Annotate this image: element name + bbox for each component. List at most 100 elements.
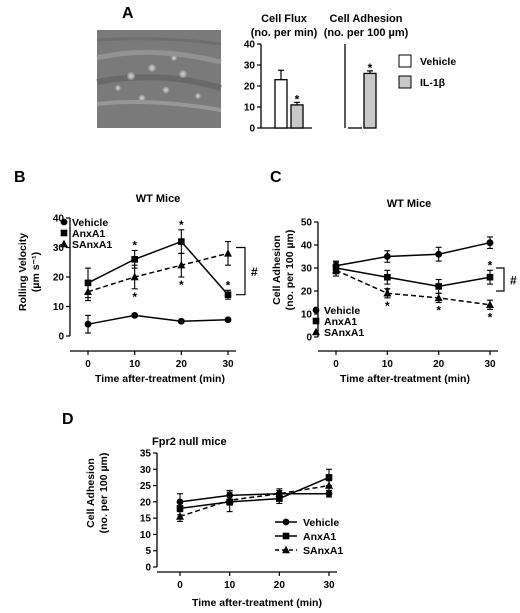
y-tick-label: 20 [140,497,152,508]
y-tick-label: 0 [145,563,151,574]
panel-b-title: WT Mice [136,193,181,205]
x-tick-label: 10 [382,359,394,370]
series-vehicle [176,488,333,511]
panel-b-ylabel-1: Rolling Velocity [17,233,29,311]
x-tick-label: 10 [129,359,141,370]
significance-star: * [368,61,373,75]
micrograph-image [96,30,222,128]
panel-c-ylabel-2: (no. per 100 µm) [284,230,296,311]
marker-triangle [332,266,340,274]
flux-title: Cell Flux [261,13,308,25]
significance-bracket [496,267,505,292]
marker-triangle [177,261,186,269]
marker-circle [177,317,185,325]
series-line-vehicle [87,314,229,325]
flux-subtitle: (no. per min) [251,27,318,39]
y-tick-label: 30 [140,465,152,476]
series-line-sanxa1 [179,484,330,518]
series-sanxa1: ** [84,241,232,304]
y-tick-label: 40 [301,241,313,252]
panel-a-flux-chart: Cell Flux (no. per min) 0 10 20 30 40 * [244,13,318,135]
panel-a-adhesion-chart: Cell Adhesion (no. per 100 µm) * [324,13,409,129]
marker-triangle [275,489,284,497]
legend-label-vehicle: Vehicle [72,217,108,229]
marker-square [176,505,184,512]
marker-square [60,229,68,237]
x-tick-label: 10 [224,580,236,591]
x-tick-label: 0 [85,359,91,370]
marker-triangle [224,249,232,257]
panel-d-title: Fpr2 null mice [152,436,227,448]
series-line-anxa1 [335,267,491,288]
marker-triangle [486,300,494,308]
panel-letter-d: D [62,411,74,428]
series-anxa1: * * * [84,218,232,300]
flux-plot: 0 10 20 30 40 * [244,40,312,135]
x-tick-label: 20 [274,580,286,591]
marker-circle [383,253,391,260]
significance-star: * [132,290,137,304]
x-tick-label: 30 [484,359,496,370]
series-sanxa1: * * * [332,263,494,324]
significance-star: * [488,310,493,324]
marker-square [435,283,442,290]
y-tick-label: 0 [58,332,64,343]
series-line-sanxa1 [335,269,491,306]
bar-y-tick-label: 20 [244,82,256,93]
series-sanxa1 [176,480,333,522]
y-tick-label: 15 [140,514,152,525]
legend-label-anxa1: AnxA1 [72,228,105,240]
panel-c-title: WT Mice [387,198,432,210]
marker-circle [131,311,139,319]
marker-triangle [383,289,392,297]
marker-triangle [60,239,68,248]
panel-d-plot: 0 5 10 15 20 25 30 35 0 10 20 30 Vehicle AnxA1 SAnxA1 [140,449,344,592]
marker-square [384,273,391,281]
significance-star: * [179,218,184,232]
y-tick-label: 30 [53,243,65,254]
y-tick-label: 20 [301,287,313,298]
panel-letter-a: A [122,5,134,22]
marker-square [325,474,333,481]
panel-d-chart: Fpr2 null mice Cell Adhesion (no. per 10… [85,436,343,609]
bar-y-tick-label: 10 [244,103,256,114]
adhesion-plot: * [344,44,377,129]
marker-square [486,273,494,281]
significance-hash: # [251,265,258,279]
panel-letter-b: B [14,169,26,186]
panel-letter-c: C [270,169,282,186]
bar-y-tick-label: 40 [244,40,256,51]
marker-triangle [225,496,234,504]
marker-square [131,256,138,263]
legend-label-anxa1: AnxA1 [303,531,336,543]
legend-label-vehicle: Vehicle [420,56,456,68]
legend-label-il1b: IL-1β [420,77,446,89]
significance-star: * [132,238,137,252]
x-tick-label: 20 [176,359,188,370]
y-tick-label: 0 [306,333,312,344]
marker-triangle [84,287,92,295]
marker-circle [282,518,290,526]
bar-il-1 [290,104,304,129]
marker-triangle [434,293,443,302]
series-anxa1: *** [332,258,494,308]
legend-label-vehicle: Vehicle [303,517,339,529]
panel-d-xlabel: Time after-treatment (min) [192,597,322,609]
x-tick-label: 20 [433,359,445,370]
series-line-sanxa1 [87,252,229,293]
significance-star: * [226,278,231,292]
marker-circle [435,250,443,258]
marker-circle [60,218,68,226]
marker-circle [224,316,232,324]
panel-c-chart: WT Mice Cell Adhesion (no. per 100 µm) T… [271,198,517,385]
series-line-anxa1 [87,240,229,296]
legend-label-vehicle: Vehicle [324,305,360,317]
x-tick-label: 30 [323,580,335,591]
legend-swatch-vehicle [398,54,412,68]
panel-b-xlabel: Time after-treatment (min) [95,373,225,385]
series-line-anxa1 [179,476,330,510]
x-tick-label: 0 [177,580,183,591]
legend-label-anxa1: AnxA1 [324,316,357,328]
significance-star: * [385,299,390,313]
y-tick-label: 25 [140,481,152,492]
